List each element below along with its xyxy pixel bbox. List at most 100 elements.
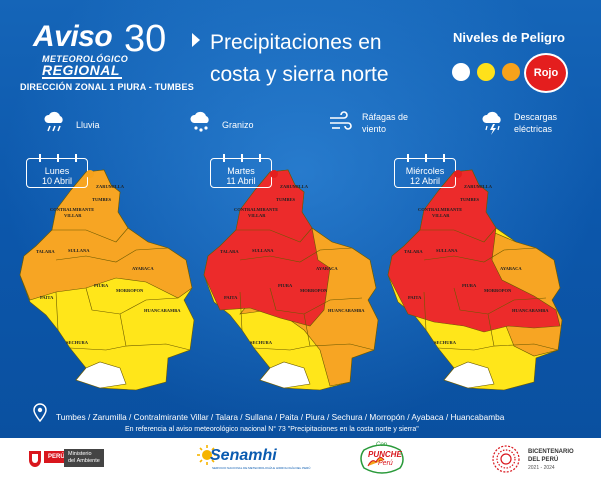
place-sechura: SECHURA [66,340,89,345]
senamhi-sun-icon [197,445,217,465]
calendar-day: Martes [227,166,255,176]
legend-lluvia: Lluvia [76,120,100,130]
districts-list: Tumbes / Zarumilla / Contralmirante Vill… [56,412,505,422]
logo-ministerio: Ministerio del Ambiente [64,449,104,467]
calendar-danger-dot [86,170,94,178]
logo-bicentenario: BICENTENARIO [528,449,574,455]
reference-note: En referencia al aviso meteorológico nac… [125,426,419,433]
place-paita: PAITA [408,295,422,300]
logo-ministerio-line-2: del Ambiente [68,458,100,464]
place-ayabaca: AYABACA [132,266,154,271]
place-morropon: MORROPON [484,288,512,293]
place-villar: VILLAR [432,213,450,218]
place-zarumilla: ZARUMILLA [464,184,493,189]
calendar-danger-dot [270,170,278,178]
calendar-rings-icon [407,154,445,162]
aviso-underline [42,77,122,79]
calendar-rings-icon [39,154,77,162]
logo-ministerio-line-1: Ministerio [68,451,92,457]
place-talara: TALARA [36,249,55,254]
wind-gust-icon [330,111,352,130]
calendar-date: 11 Abril [226,176,256,186]
place-huancabamba: HUANCABAMBA [512,308,549,313]
place-sullana: SULLANA [436,248,458,253]
place-tumbes: TUMBES [276,197,296,202]
map-panel-martes: Martes 11 Abril ZARUMILLA TUMBES CONTRAL… [200,150,390,400]
legend-rafagas-line-1: Ráfagas de [362,112,409,122]
logo-peru-punche: Perú [378,460,393,467]
place-contralmirante: CONTRALMIRANTE [418,207,463,212]
aviso-number: 30 [124,18,167,60]
place-villar: VILLAR [248,213,266,218]
legend-rafagas: Ráfagas de viento [362,111,408,135]
logo-strip: PERÚ Ministerio del Ambiente Senamhi SER… [0,438,601,480]
place-contralmirante: CONTRALMIRANTE [50,207,95,212]
legend-descargas: Descargas eléctricas [514,111,557,135]
place-paita: PAITA [224,295,238,300]
logo-del-peru: DEL PERÚ [528,457,559,463]
calendar-day: Miércoles [405,166,445,176]
place-contralmirante: CONTRALMIRANTE [234,207,279,212]
place-piura: PIURA [462,283,477,288]
level-dot-yellow [477,63,495,81]
peru-shield-icon [29,451,41,467]
headline: Precipitaciones en costa y sierra norte [210,27,450,91]
legend-rafagas-line-2: viento [362,124,387,134]
level-dot-red: Rojo [524,53,568,93]
logo-senamhi: Senamhi [210,447,277,464]
calendar-lunes: Lunes 10 Abril [26,154,88,188]
location-pin-icon [33,403,47,423]
place-huancabamba: HUANCABAMBA [144,308,181,313]
hail-cloud-icon [190,111,209,132]
place-sechura: SECHURA [434,340,457,345]
logo-punche: PUNCHE [368,450,402,459]
legend-granizo: Granizo [222,120,254,130]
aviso-meteorologico: METEOROLÓGICO [42,54,129,64]
headline-line-1: Precipitaciones en [210,31,382,54]
calendar-date: 12 Abril [409,176,441,186]
map-martes [203,169,379,391]
place-sullana: SULLANA [68,248,90,253]
aviso-regional: REGIONAL [42,62,120,78]
place-villar: VILLAR [64,213,82,218]
map-panel-miercoles: Miércoles 12 Abril ZARUMILLA TUMBES CONT… [384,150,574,400]
place-zarumilla: ZARUMILLA [96,184,125,189]
rain-cloud-icon [44,111,63,132]
place-sechura: SECHURA [250,340,273,345]
place-tumbes: TUMBES [460,197,480,202]
calendar-danger-dot [454,170,462,178]
level-dot-orange [502,63,520,81]
aviso-title: Aviso [33,20,113,53]
map-miercoles [387,169,563,391]
bicentenario-emblem-icon [492,445,520,473]
lightning-cloud-icon [482,111,501,135]
place-paita: PAITA [40,295,54,300]
calendar-martes: Martes 11 Abril [210,154,272,188]
place-tumbes: TUMBES [92,197,112,202]
headline-line-2: costa y sierra norte [210,63,389,86]
map-panel-lunes: Lunes 10 Abril ZARUMILLA TUMBES CONTRALM… [16,150,206,400]
play-arrow-icon [192,33,200,47]
place-talara: TALARA [404,249,423,254]
legend-descargas-line-2: eléctricas [514,124,553,134]
place-piura: PIURA [94,283,109,288]
con-punche-peru-logo [360,444,404,474]
logo-senamhi-sub: SERVICIO NACIONAL DE METEOROLOGÍA E HIDR… [212,466,311,470]
place-ayabaca: AYABACA [316,266,338,271]
logo-con: Con [376,442,388,448]
level-dot-white [452,63,470,81]
niveles-title: Niveles de Peligro [453,30,565,45]
place-morropon: MORROPON [300,288,328,293]
calendar-miercoles: Miércoles 12 Abril [394,154,456,188]
direccion-zonal: DIRECCIÓN ZONAL 1 PIURA - TUMBES [20,82,194,92]
logo-peru: PERÚ [44,451,69,463]
place-morropon: MORROPON [116,288,144,293]
place-piura: PIURA [278,283,293,288]
calendar-date: 10 Abril [41,176,73,186]
place-talara: TALARA [220,249,239,254]
map-lunes [19,169,195,391]
calendar-rings-icon [223,154,261,162]
place-zarumilla: ZARUMILLA [280,184,309,189]
legend-descargas-line-1: Descargas [514,112,558,122]
